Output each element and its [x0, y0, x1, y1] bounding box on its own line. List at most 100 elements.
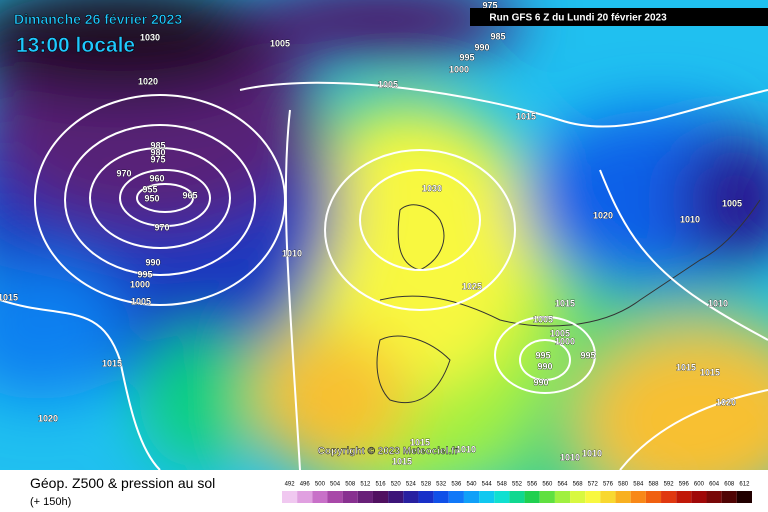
legend-label: 512 — [360, 482, 371, 488]
pressure-label: 1020 — [38, 413, 58, 423]
pressure-label: 985 — [490, 31, 505, 41]
legend-swatch — [570, 491, 586, 503]
pressure-label: 1030 — [422, 183, 442, 193]
legend-swatch — [327, 491, 343, 503]
local-time: 13:00 locale — [16, 34, 135, 57]
copyright: Copyright © 2023 Meteociel.fr — [318, 446, 459, 457]
legend-label: 536 — [451, 482, 462, 488]
pressure-label: 1010 — [456, 444, 476, 454]
legend-label: 552 — [512, 482, 523, 488]
legend-swatch — [372, 491, 389, 503]
legend-swatch — [463, 491, 480, 503]
legend-label: 544 — [482, 482, 493, 488]
run-banner — [470, 8, 768, 26]
isobars — [0, 81, 768, 470]
legend-label: 592 — [664, 482, 675, 488]
legend-label: 492 — [285, 482, 296, 488]
legend-label: 588 — [648, 482, 659, 488]
isobar — [64, 124, 256, 276]
legend-swatch — [645, 491, 662, 503]
legend-swatch — [312, 491, 328, 503]
pressure-label: 995 — [459, 52, 474, 62]
coastline — [397, 204, 445, 271]
isobar — [619, 389, 768, 470]
legend-label: 500 — [315, 482, 326, 488]
legend-label: 572 — [588, 482, 599, 488]
pressure-label: 1015 — [102, 358, 122, 368]
coastline — [376, 335, 451, 404]
pressure-label: 1010 — [560, 452, 580, 462]
legend-swatch — [388, 491, 404, 503]
legend-label: 564 — [557, 482, 568, 488]
legend-swatch — [494, 491, 510, 503]
legend-swatch — [539, 491, 555, 503]
pressure-label: 1015 — [555, 298, 575, 308]
legend-swatch — [524, 491, 540, 503]
legend-swatch — [615, 491, 631, 503]
isobar — [599, 169, 768, 341]
pressure-label: 950 — [144, 193, 159, 203]
legend-swatch — [721, 491, 737, 503]
isobar — [119, 169, 211, 227]
legend-label: 532 — [436, 482, 447, 488]
isobar — [0, 299, 161, 470]
pressure-label: 1030 — [140, 32, 160, 42]
pressure-label: 995 — [535, 350, 550, 360]
legend-swatch — [282, 491, 298, 503]
pressure-label: 960 — [149, 173, 164, 183]
pressure-label: 1015 — [516, 111, 536, 121]
legend-label: 516 — [376, 482, 387, 488]
legend-label: 556 — [527, 482, 538, 488]
pressure-label: 1005 — [270, 38, 290, 48]
legend-label: 604 — [709, 482, 720, 488]
pressure-label: 990 — [474, 42, 489, 52]
pressure-label: 1015 — [676, 362, 696, 372]
pressure-label: 1010 — [680, 214, 700, 224]
forecast-date: Dimanche 26 février 2023 — [14, 11, 182, 27]
isobar — [519, 339, 571, 381]
pressure-label: 1005 — [378, 79, 398, 89]
pressure-label: 1010 — [282, 248, 302, 258]
coastline — [379, 199, 761, 327]
pressure-label: 1020 — [716, 397, 736, 407]
legend-swatch — [630, 491, 646, 503]
pressure-label: 1025 — [462, 281, 482, 291]
legend: 492 496 500 504 508 512 516 520 524 528 532 536 540 5… — [282, 482, 752, 503]
legend-label: 600 — [694, 482, 705, 488]
legend-swatch — [676, 491, 692, 503]
legend-label: 520 — [391, 482, 402, 488]
legend-label: 548 — [497, 482, 508, 488]
pressure-label: 955 — [142, 184, 157, 194]
pressure-label: 1010 — [708, 298, 728, 308]
legend-swatch — [554, 491, 571, 503]
legend-label: 528 — [421, 482, 432, 488]
pressure-label: 985 — [150, 140, 165, 150]
pressure-label: 975 — [482, 0, 497, 10]
isobar — [89, 147, 231, 249]
legend-label: 580 — [618, 482, 629, 488]
isobar — [494, 316, 596, 394]
pressure-label: 975 — [150, 154, 165, 164]
legend-label: 608 — [724, 482, 735, 488]
pressure-label: 990 — [145, 257, 160, 267]
legend-label: 496 — [300, 482, 311, 488]
isobar — [284, 109, 301, 470]
legend-label: 540 — [467, 482, 478, 488]
pressure-label: 990 — [537, 361, 552, 371]
pressure-label: 1005 — [533, 314, 553, 324]
legend-swatch — [433, 491, 449, 503]
legend-label: 596 — [679, 482, 690, 488]
legend-swatch — [403, 491, 419, 503]
pressure-label: 970 — [116, 168, 131, 178]
legend-swatch — [600, 491, 616, 503]
pressure-label: 1020 — [593, 210, 613, 220]
legend-swatch — [661, 491, 677, 503]
pressure-label: 990 — [533, 377, 548, 387]
legend-swatch — [736, 491, 752, 503]
legend-label: 612 — [739, 482, 750, 488]
pressure-label: 995 — [580, 350, 595, 360]
pressure-label: 1015 — [700, 367, 720, 377]
pressure-label: 1015 — [392, 456, 412, 466]
